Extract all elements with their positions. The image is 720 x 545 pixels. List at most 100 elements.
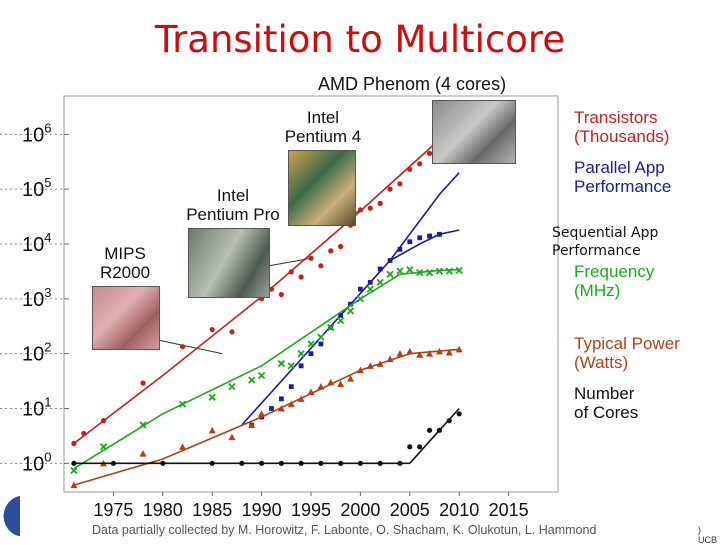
data-credit: Data partially collected by M. Horowitz,… [92,523,597,537]
data-point [346,307,355,315]
trend-line [389,229,460,262]
data-point [376,360,384,367]
data-point [278,460,284,466]
data-point [248,421,256,429]
data-point [298,274,304,280]
chip-label-mips-line2: R2000 [99,263,151,282]
legend-sequential-perf-line1: Sequential App [552,225,659,241]
data-point [338,312,344,318]
legend-parallel-perf: Parallel App Performance [574,158,671,196]
data-point [228,433,236,441]
data-point [209,460,215,466]
data-point [288,384,294,390]
data-point [209,326,215,333]
data-point [308,255,314,261]
data-point [81,430,87,437]
data-point [99,443,108,451]
data-point [259,460,265,466]
data-point [140,380,146,386]
data-point [71,460,77,466]
data-point [426,350,434,357]
x-tick-label: 1990 [242,500,282,520]
chip-label-pentium-pro-line1: Intel [216,186,250,205]
data-point [435,267,444,275]
y-tick-label: 100 [22,449,51,475]
data-point [307,340,315,348]
legend-parallel-perf-line2: Performance [574,177,672,196]
data-point [287,362,295,370]
data-point [397,246,403,252]
data-point [366,285,374,293]
data-point [288,269,294,275]
data-point [317,333,325,341]
data-point [110,460,116,466]
legend-frequency: Frequency (MHz) [574,262,654,300]
data-point [239,460,245,466]
data-point [416,269,424,277]
legend-transistors-line1: Transistors [574,108,658,127]
x-tick-label: 1975 [93,500,133,520]
data-point [318,341,324,347]
data-point [277,404,285,412]
data-point [397,181,403,187]
data-point [208,393,216,401]
data-point [71,440,77,447]
chip-caption-amd-phenom: AMD Phenom (4 cores) [318,74,507,94]
data-point [357,207,363,213]
data-point [358,286,363,292]
data-point [435,347,443,355]
x-tick-label: 2000 [340,500,380,520]
data-point [139,450,147,457]
legend-parallel-perf-line1: Parallel App [574,158,665,177]
x-tick-label: 1985 [192,500,232,520]
data-point [386,270,394,278]
legend-transistors-line2: (Thousands) [574,127,670,146]
mips-r2000-die-image [92,286,160,350]
legend-sequential-perf-line2: Performance [552,243,641,259]
data-point [376,278,384,286]
data-point [337,380,345,387]
data-point [397,460,403,466]
data-point [70,466,78,475]
trend-line [241,172,460,426]
data-point [258,410,266,417]
data-point [298,363,304,369]
data-point [298,460,304,466]
x-tick-label: 1980 [143,500,183,520]
data-point [367,279,373,285]
legend-power: Typical Power (Watts) [574,334,680,372]
data-point [348,301,353,307]
data-point [357,460,363,466]
data-point [427,233,432,239]
data-point [318,263,324,269]
data-point [417,235,423,241]
data-point [328,248,334,254]
data-point [406,347,414,355]
data-point [347,375,355,382]
legend-cores-line2: of Cores [574,403,639,422]
data-point [377,200,383,206]
legend-power-line1: Typical Power [574,334,680,353]
data-point [337,317,345,325]
data-point [317,383,325,390]
y-tick-label: 104 [22,230,51,256]
data-point [268,286,275,292]
data-point [455,266,463,275]
chip-label-mips: MIPS R2000 [80,244,170,282]
chip-label-pentium-pro-line2: Pentium Pro [186,205,280,224]
data-point [356,295,365,303]
data-point [367,205,373,211]
data-point [446,418,452,424]
data-point [417,161,423,167]
slide-title: Transition to Multicore [154,18,566,61]
data-point [327,378,335,386]
data-point [229,329,235,335]
data-point [278,396,284,402]
data-point [456,411,462,417]
chip-label-pentium4: Intel Pentium 4 [268,108,378,146]
data-point [455,345,463,353]
callout-line [157,339,223,355]
amd-phenom-die-image [432,100,516,164]
data-point [178,400,187,408]
